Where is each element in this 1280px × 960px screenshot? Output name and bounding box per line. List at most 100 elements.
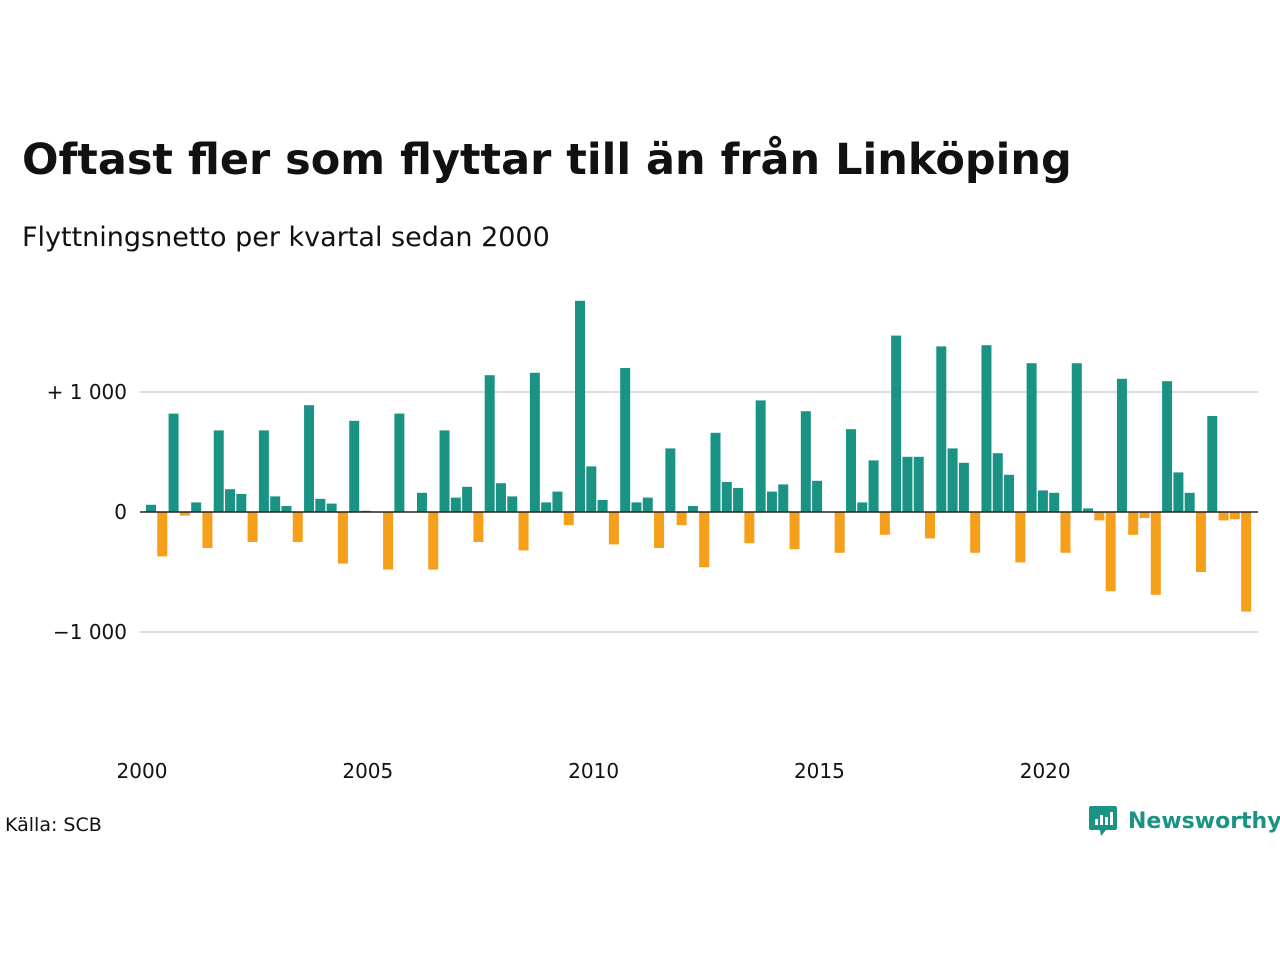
bar: [958, 462, 969, 512]
bar: [642, 497, 653, 512]
bar: [665, 448, 676, 512]
brand[interactable]: Newsworthy: [1088, 804, 1280, 838]
bar: [891, 335, 902, 512]
bar: [812, 480, 823, 512]
bar: [236, 494, 247, 512]
bar: [575, 300, 586, 512]
x-tick-label: 2015: [794, 759, 845, 783]
bar: [1150, 512, 1161, 595]
bar: [913, 456, 924, 512]
axes: + 1 000 0 −1 000 2000 2005 2010 2015 2020: [47, 380, 1258, 783]
bar: [936, 346, 947, 512]
bar: [337, 512, 348, 564]
bar: [326, 503, 337, 512]
bar: [789, 512, 800, 550]
bar: [1139, 512, 1150, 518]
bar: [292, 512, 303, 542]
chart-subtitle: Flyttningsnetto per kvartal sedan 2000: [22, 222, 550, 253]
gridlines: [140, 391, 1258, 633]
bar: [654, 512, 665, 548]
bar: [631, 502, 642, 512]
bar: [1195, 512, 1206, 572]
bar: [213, 430, 224, 512]
bar: [450, 497, 461, 512]
bar: [778, 484, 789, 512]
bar: [349, 420, 360, 512]
y-tick-label: 0: [114, 500, 127, 524]
bar: [970, 512, 981, 553]
bar: [902, 456, 913, 512]
bar: [529, 372, 540, 512]
bar: [947, 448, 958, 512]
bar: [462, 486, 473, 512]
bar: [202, 512, 213, 548]
bar: [1162, 381, 1173, 512]
bar: [676, 512, 687, 526]
bar: [146, 504, 156, 512]
bar: [845, 429, 856, 512]
bar: [699, 512, 710, 568]
bar: [1094, 512, 1105, 521]
bar: [597, 500, 608, 512]
bar: [721, 482, 732, 512]
x-tick-label: 2010: [568, 759, 619, 783]
bars: [146, 300, 1252, 612]
bar: [1184, 492, 1195, 512]
bar: [394, 413, 405, 512]
bar: [1037, 490, 1048, 512]
y-tick-label: −1 000: [53, 620, 127, 644]
bar: [473, 512, 484, 542]
bar: [191, 502, 202, 512]
bar: [315, 498, 326, 512]
bar: [1071, 363, 1082, 512]
bar: [586, 466, 597, 512]
bar: [1015, 512, 1026, 563]
bar: [1128, 512, 1139, 535]
bar: [270, 496, 281, 512]
y-tick-label: + 1 000: [47, 380, 127, 404]
bar: [383, 512, 394, 570]
bar: [857, 502, 868, 512]
source-note: Källa: SCB: [5, 814, 102, 836]
bar: [1060, 512, 1071, 553]
bar: [879, 512, 890, 535]
bar: [168, 413, 179, 512]
bar: [428, 512, 439, 570]
bar: [1173, 472, 1184, 512]
bar: [981, 345, 992, 512]
bar: [258, 430, 269, 512]
bar: [834, 512, 845, 553]
bar: [1026, 363, 1037, 512]
bar: [992, 453, 1003, 512]
x-tick-label: 2020: [1020, 759, 1071, 783]
x-tick-label: 2000: [117, 759, 168, 783]
bar: [157, 512, 168, 557]
bar: [1207, 416, 1218, 512]
bar: [925, 512, 936, 539]
bar: [179, 512, 190, 516]
bar: [1049, 492, 1060, 512]
bar: [563, 512, 574, 526]
bar: [416, 492, 427, 512]
bar: [1218, 512, 1229, 521]
bar: [608, 512, 619, 545]
bar: [1083, 508, 1094, 512]
bar: [247, 512, 258, 542]
bar: [541, 502, 552, 512]
bar: [484, 375, 495, 512]
bar: [620, 368, 631, 512]
bar: [868, 460, 879, 512]
bar: [687, 506, 698, 512]
bar: [225, 489, 236, 512]
bar: [800, 411, 811, 512]
bar: [1229, 512, 1240, 520]
bar: [766, 491, 777, 512]
bar-chart: + 1 000 0 −1 000 2000 2005 2010 2015 2020: [47, 300, 1258, 783]
bar: [281, 506, 292, 512]
bar: [518, 512, 529, 551]
bar: [1105, 512, 1116, 592]
bar: [1004, 474, 1015, 512]
bar: [755, 400, 766, 512]
x-tick-label: 2005: [342, 759, 393, 783]
bar: [304, 405, 315, 512]
